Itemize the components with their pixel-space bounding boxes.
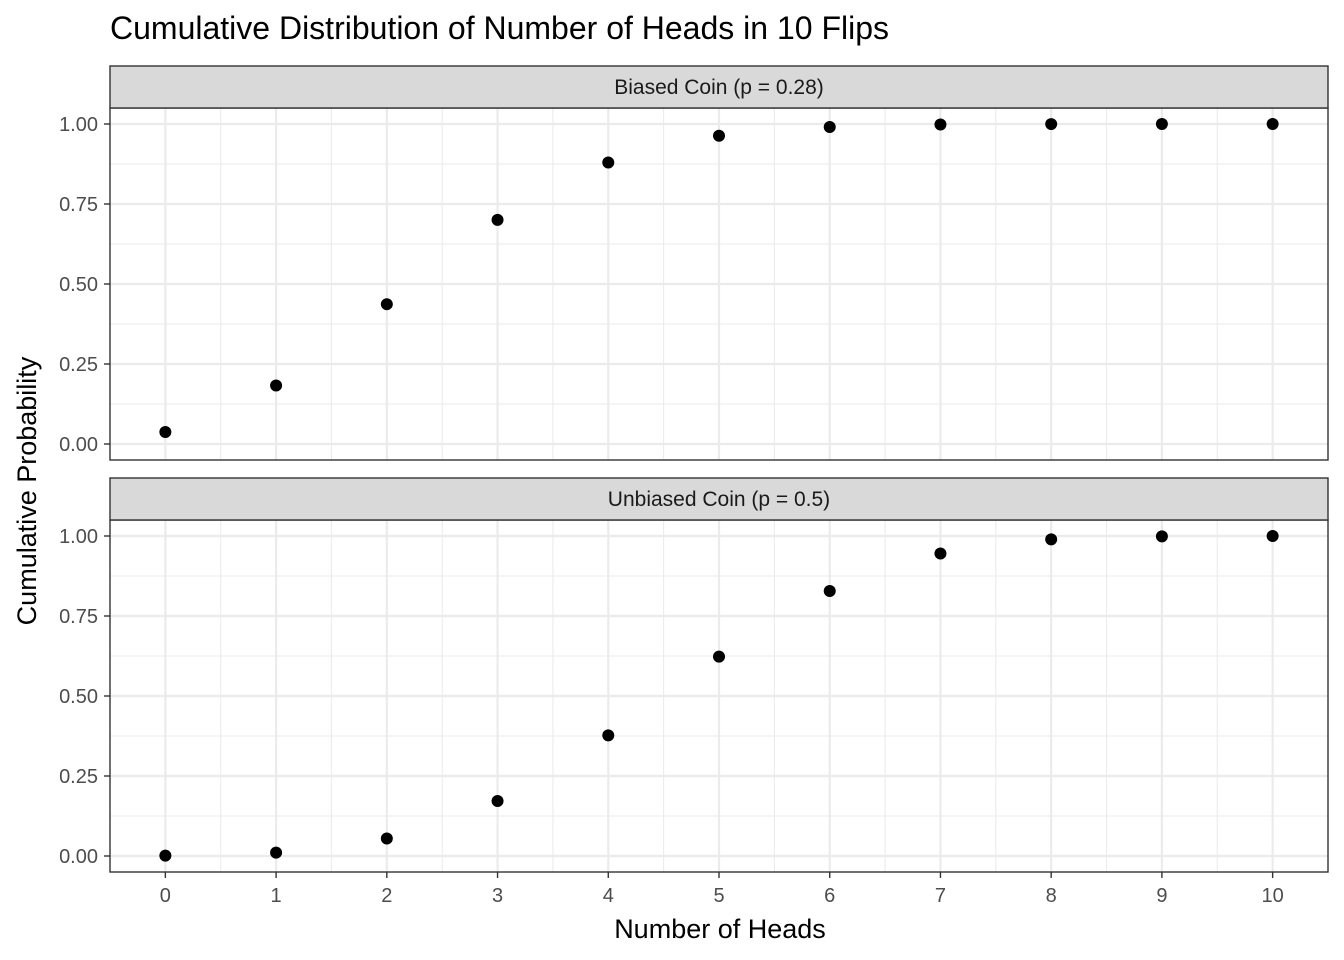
data-point xyxy=(1266,118,1279,130)
data-point xyxy=(270,379,283,392)
data-point xyxy=(380,832,393,845)
facet-strip xyxy=(109,65,1329,109)
facet-panel-1: Biased Coin (p = 0.28) 0.00 0.25 0.50 0.75 1.… xyxy=(59,65,1329,461)
y-tick-label: 1.00 xyxy=(59,526,98,548)
x-tick-label: 0 xyxy=(160,885,171,907)
facet-strip-label: Unbiased Coin (p = 0.5) xyxy=(608,488,830,511)
x-tick-label: 9 xyxy=(1156,885,1167,907)
facet-panels: Biased Coin (p = 0.28) 0.00 0.25 0.50 0.75 1.… xyxy=(59,65,1329,873)
data-point xyxy=(1155,118,1168,130)
data-point xyxy=(491,794,504,807)
data-point xyxy=(934,547,947,560)
y-tick-label: 0.25 xyxy=(59,766,98,788)
data-point xyxy=(159,426,172,439)
x-tick-label: 6 xyxy=(824,885,835,907)
x-axis: 0 1 2 3 4 5 6 7 8 9 10 xyxy=(160,872,1284,907)
data-point xyxy=(1266,530,1279,542)
data-point xyxy=(1155,530,1168,543)
x-tick-label: 10 xyxy=(1262,885,1284,907)
facet-strip xyxy=(109,477,1329,521)
x-tick-label: 7 xyxy=(935,885,946,907)
x-tick-label: 8 xyxy=(1046,885,1057,907)
y-tick-label: 0.00 xyxy=(59,846,98,868)
data-point xyxy=(1045,118,1058,131)
y-tick-label: 0.25 xyxy=(59,354,98,376)
data-point xyxy=(380,298,393,311)
y-axis-title: Cumulative Probability xyxy=(12,356,42,625)
facet-panel-2: Unbiased Coin (p = 0.5) 0.00 0.25 0.50 0.75 1… xyxy=(59,477,1329,873)
facet-strip-label: Biased Coin (p = 0.28) xyxy=(614,76,824,99)
chart-title: Cumulative Distribution of Number of Hea… xyxy=(110,10,889,46)
y-tick-label: 0.75 xyxy=(59,194,98,216)
data-point xyxy=(602,156,615,169)
x-axis-title: Number of Heads xyxy=(614,914,826,944)
y-tick-label: 0.50 xyxy=(59,274,98,296)
data-point xyxy=(270,846,283,859)
y-tick-label: 0.00 xyxy=(59,434,98,456)
data-point xyxy=(823,121,836,134)
x-tick-label: 2 xyxy=(381,885,392,907)
data-point xyxy=(1045,533,1058,546)
y-tick-label: 0.50 xyxy=(59,686,98,708)
data-point xyxy=(934,118,947,131)
x-tick-label: 4 xyxy=(603,885,614,907)
x-tick-label: 5 xyxy=(713,885,724,907)
data-point xyxy=(713,650,725,663)
data-point xyxy=(823,585,836,598)
data-point xyxy=(602,729,615,742)
data-point xyxy=(713,129,725,142)
data-point xyxy=(159,849,172,862)
x-tick-label: 3 xyxy=(492,885,503,907)
y-tick-label: 0.75 xyxy=(59,606,98,628)
y-tick-label: 1.00 xyxy=(59,114,98,136)
x-tick-label: 1 xyxy=(271,885,282,907)
data-point xyxy=(491,213,504,226)
